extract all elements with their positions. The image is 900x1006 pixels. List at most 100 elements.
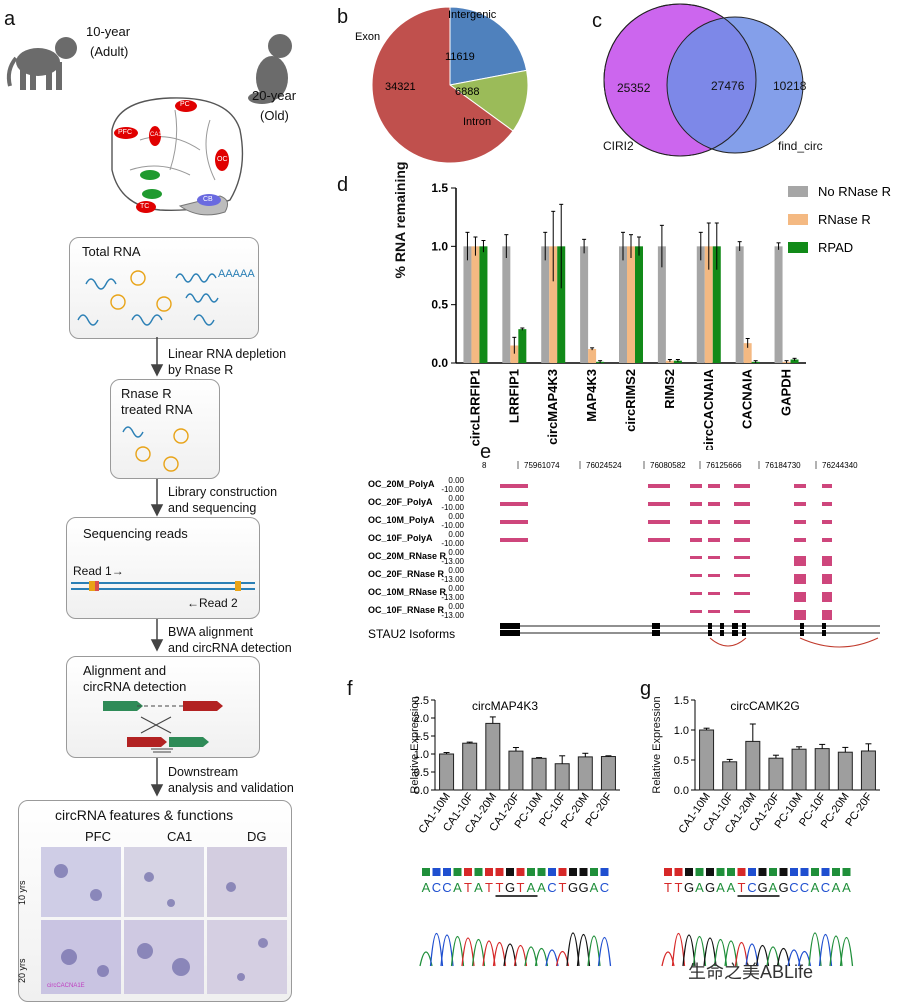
coverage-block <box>708 556 720 559</box>
alignment-diagram-icon <box>103 701 223 753</box>
chart-title: circCAMK2G <box>730 699 799 713</box>
base-letter: A <box>811 880 820 895</box>
track-name: OC_20F_RNase R <box>368 569 445 579</box>
bar <box>549 246 558 363</box>
histology-image <box>207 920 287 994</box>
base-box <box>821 868 830 876</box>
bar <box>627 246 635 363</box>
old-monkey-icon <box>248 34 292 104</box>
base-box <box>590 868 598 876</box>
base-letter: C <box>747 880 756 895</box>
category-label: circRIMS2 <box>623 369 638 432</box>
track-scale-bottom: -10.00 <box>441 539 464 548</box>
chromatogram-peak <box>503 943 517 967</box>
coverage-block <box>822 574 832 584</box>
base-box <box>674 868 683 876</box>
venn-both: 27476 <box>711 79 745 93</box>
pie-category-label: Exon <box>355 31 380 43</box>
coverage-block <box>690 520 702 524</box>
base-box <box>748 868 756 876</box>
bar <box>860 750 876 791</box>
base-box <box>537 868 546 876</box>
base-letter: T <box>517 880 525 895</box>
region-oc: OC <box>217 156 228 163</box>
chromatogram-peak <box>671 932 686 967</box>
panel-d-label: d <box>337 174 349 196</box>
bar <box>790 359 799 363</box>
chromatogram-peak <box>492 942 507 967</box>
base-letter: A <box>842 880 851 895</box>
bar <box>471 246 480 363</box>
coverage-block <box>822 520 832 524</box>
bar <box>745 740 761 791</box>
coverage-block <box>794 520 806 524</box>
young-monkey-age: 10-year <box>86 24 131 39</box>
base-box <box>811 868 819 876</box>
chromatogram-peak <box>587 935 601 967</box>
coverage-block <box>690 538 702 542</box>
panel-a-label: a <box>4 8 16 30</box>
coverage-block <box>690 592 702 595</box>
base-letter: G <box>778 880 788 895</box>
y-tick-label: 0.0 <box>674 785 689 797</box>
category-label: LRRFIP1 <box>506 369 521 423</box>
probe-label: circCACNA1E <box>47 983 85 989</box>
base-box <box>516 868 525 876</box>
exon-block <box>800 623 804 629</box>
base-box <box>737 868 746 876</box>
coverage-block <box>500 520 528 524</box>
exon-block <box>500 623 520 629</box>
watermark: 生命之美ABLife <box>688 962 814 982</box>
bar <box>699 729 715 791</box>
alignment-title-2: circRNA detection <box>83 679 187 694</box>
bar <box>508 750 524 791</box>
workflow-arrows <box>150 337 164 797</box>
bar <box>774 246 783 363</box>
histology-image <box>124 847 204 917</box>
track-name: OC_10F_PolyA <box>368 533 433 543</box>
exon-block <box>708 630 712 636</box>
coverage-block <box>822 610 832 620</box>
bar <box>657 246 666 363</box>
y-tick-label: 1.5 <box>431 181 448 195</box>
bar <box>463 246 472 363</box>
base-letter: A <box>590 880 599 895</box>
histology-image <box>41 920 121 994</box>
circcamk2g-chart: circCAMK2G0.00.51.01.5CA1-10MCA1-10FCA1-… <box>674 695 880 836</box>
legend-swatch <box>788 214 808 225</box>
coordinate-label: 76184730 <box>765 461 801 470</box>
exon-block <box>720 630 724 636</box>
base-box <box>474 868 483 876</box>
base-letter: A <box>474 880 483 895</box>
chromatogram-peak <box>471 939 486 967</box>
rnase-treated-title-1: Rnase R <box>121 386 172 401</box>
young-monkey-icon <box>6 37 77 90</box>
base-box <box>432 868 441 876</box>
track-scale-top: 0.00 <box>448 476 464 485</box>
bar <box>735 246 744 363</box>
base-box <box>716 868 725 876</box>
chromatogram-peak <box>724 940 738 967</box>
base-letter: C <box>800 880 809 895</box>
circmap4k3-chart: circMAP4K30.00.51.01.52.02.5CA1-10MCA1-1… <box>414 695 620 836</box>
coverage-block <box>500 538 528 542</box>
coverage-block <box>794 574 806 584</box>
coverage-block <box>794 592 806 602</box>
base-letter: A <box>422 880 431 895</box>
coverage-block <box>734 538 750 542</box>
bar <box>665 360 674 363</box>
base-box <box>790 868 798 876</box>
coordinate-label: 76125666 <box>706 461 742 470</box>
coverage-block <box>734 484 750 488</box>
track-scale-bottom: -10.00 <box>441 485 464 494</box>
bar <box>600 756 616 791</box>
old-monkey-age: 20-year <box>252 88 297 103</box>
base-box <box>779 868 788 876</box>
y-tick-label: 2.0 <box>414 713 429 725</box>
coverage-block <box>648 502 670 506</box>
exon-block <box>652 623 660 629</box>
coverage-block <box>794 538 806 542</box>
bar <box>635 246 643 363</box>
coverage-block <box>734 520 750 524</box>
track-scale-top: 0.00 <box>448 602 464 611</box>
